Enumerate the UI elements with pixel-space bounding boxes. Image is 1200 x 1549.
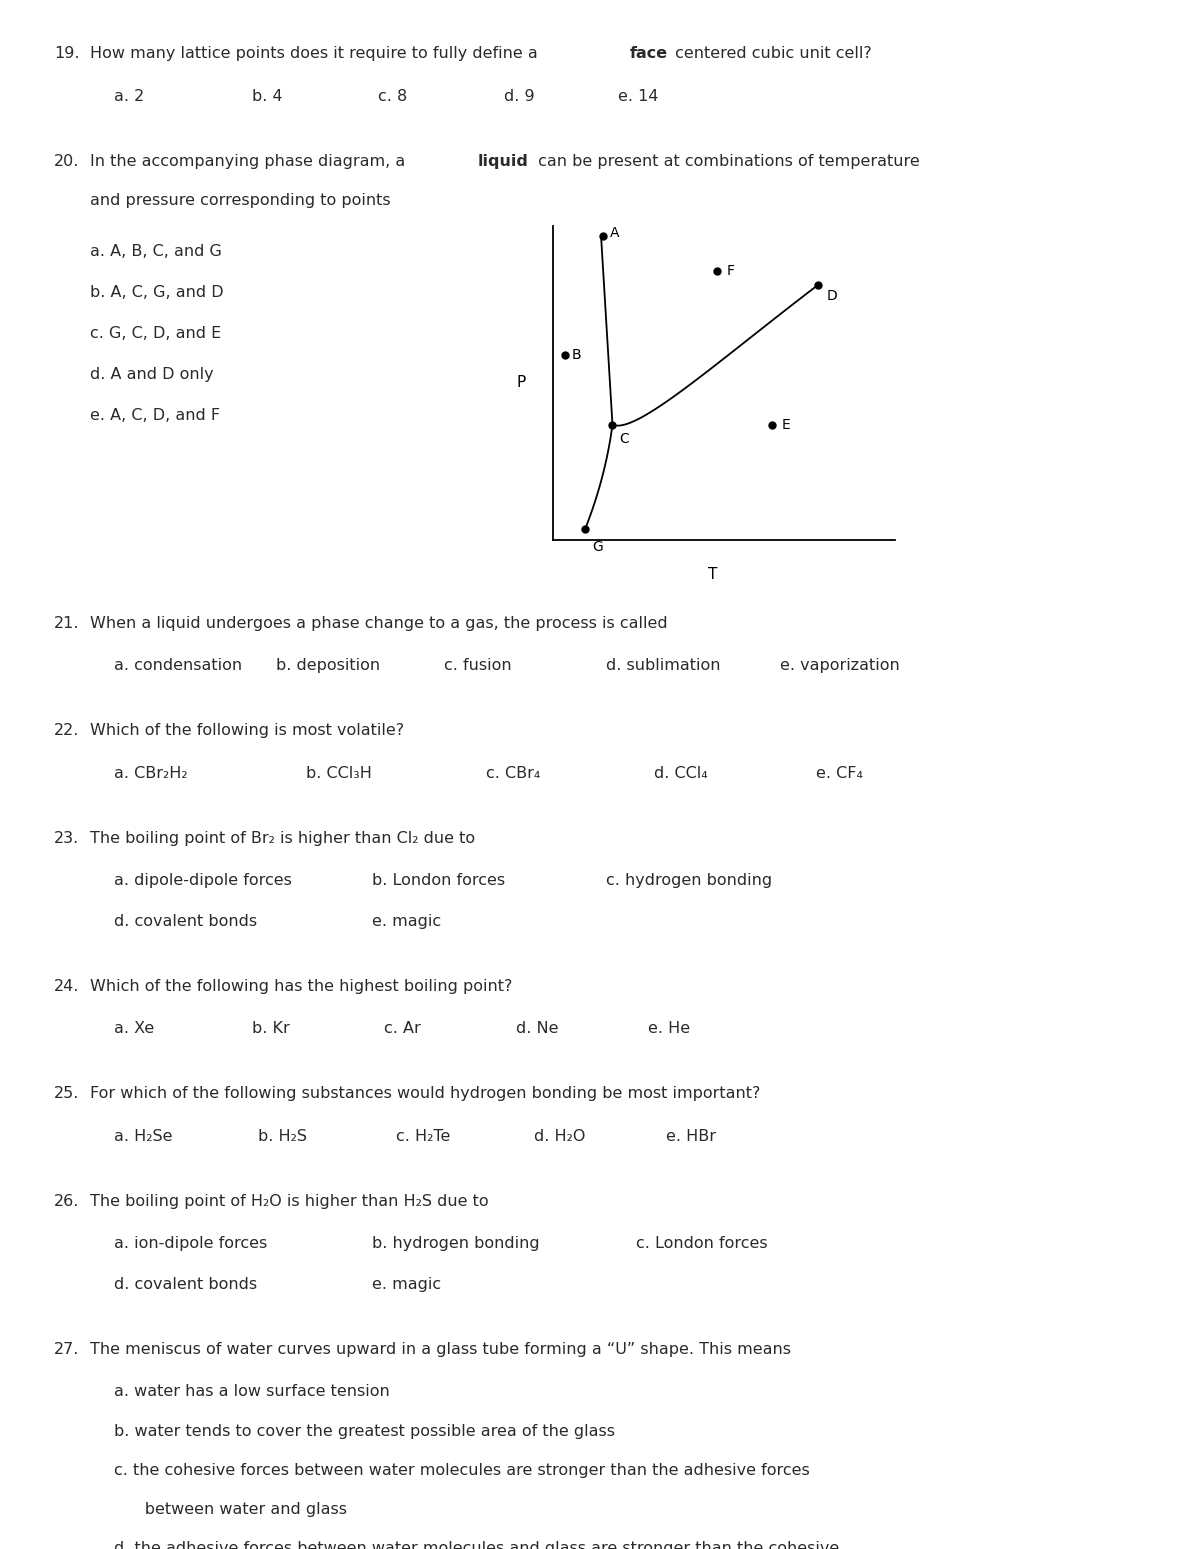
Text: a. dipole-dipole forces: a. dipole-dipole forces bbox=[114, 874, 292, 888]
Text: b. hydrogen bonding: b. hydrogen bonding bbox=[372, 1236, 540, 1252]
Text: a. 2: a. 2 bbox=[114, 88, 144, 104]
Text: d. Ne: d. Ne bbox=[516, 1021, 558, 1036]
Text: a. condensation: a. condensation bbox=[114, 658, 242, 674]
Text: A: A bbox=[611, 226, 619, 240]
Text: 26.: 26. bbox=[54, 1193, 79, 1208]
Text: 22.: 22. bbox=[54, 723, 79, 739]
Text: c. the cohesive forces between water molecules are stronger than the adhesive fo: c. the cohesive forces between water mol… bbox=[114, 1462, 810, 1478]
Text: 27.: 27. bbox=[54, 1341, 79, 1357]
Text: P: P bbox=[517, 375, 526, 390]
Text: How many lattice points does it require to fully define a: How many lattice points does it require … bbox=[90, 46, 542, 62]
Text: d. A and D only: d. A and D only bbox=[90, 367, 214, 381]
Text: e. 14: e. 14 bbox=[618, 88, 659, 104]
Text: c. fusion: c. fusion bbox=[444, 658, 511, 674]
Text: Which of the following has the highest boiling point?: Which of the following has the highest b… bbox=[90, 979, 512, 994]
Text: 20.: 20. bbox=[54, 153, 79, 169]
Text: d. covalent bonds: d. covalent bonds bbox=[114, 914, 257, 929]
Text: can be present at combinations of temperature: can be present at combinations of temper… bbox=[533, 153, 919, 169]
Text: c. H₂Te: c. H₂Te bbox=[396, 1129, 450, 1143]
Text: b. London forces: b. London forces bbox=[372, 874, 505, 888]
Text: In the accompanying phase diagram, a: In the accompanying phase diagram, a bbox=[90, 153, 410, 169]
Text: B: B bbox=[571, 349, 581, 362]
Text: 21.: 21. bbox=[54, 617, 79, 630]
Text: d. the adhesive forces between water molecules and glass are stronger than the c: d. the adhesive forces between water mol… bbox=[114, 1541, 839, 1549]
Text: liquid: liquid bbox=[478, 153, 528, 169]
Text: d. 9: d. 9 bbox=[504, 88, 535, 104]
Text: c. Ar: c. Ar bbox=[384, 1021, 421, 1036]
Text: D: D bbox=[827, 288, 838, 302]
Text: e. He: e. He bbox=[648, 1021, 690, 1036]
Text: a. Xe: a. Xe bbox=[114, 1021, 155, 1036]
Text: b. water tends to cover the greatest possible area of the glass: b. water tends to cover the greatest pos… bbox=[114, 1424, 616, 1439]
Text: F: F bbox=[726, 265, 734, 279]
Text: E: E bbox=[781, 418, 790, 432]
Text: a. CBr₂H₂: a. CBr₂H₂ bbox=[114, 765, 187, 781]
Text: e. magic: e. magic bbox=[372, 1276, 442, 1292]
Text: e. HBr: e. HBr bbox=[666, 1129, 716, 1143]
Text: e. A, C, D, and F: e. A, C, D, and F bbox=[90, 407, 220, 423]
Text: c. G, C, D, and E: c. G, C, D, and E bbox=[90, 325, 221, 341]
Text: G: G bbox=[592, 539, 602, 553]
Text: 24.: 24. bbox=[54, 979, 79, 994]
Text: b. deposition: b. deposition bbox=[276, 658, 380, 674]
Text: The boiling point of Br₂ is higher than Cl₂ due to: The boiling point of Br₂ is higher than … bbox=[90, 830, 475, 846]
Text: T: T bbox=[708, 567, 718, 582]
Text: a. water has a low surface tension: a. water has a low surface tension bbox=[114, 1385, 390, 1399]
Text: When a liquid undergoes a phase change to a gas, the process is called: When a liquid undergoes a phase change t… bbox=[90, 617, 667, 630]
Text: a. H₂Se: a. H₂Se bbox=[114, 1129, 173, 1143]
Text: between water and glass: between water and glass bbox=[114, 1503, 347, 1516]
Text: b. A, C, G, and D: b. A, C, G, and D bbox=[90, 285, 223, 301]
Text: centered cubic unit cell?: centered cubic unit cell? bbox=[670, 46, 871, 62]
Text: d. covalent bonds: d. covalent bonds bbox=[114, 1276, 257, 1292]
Text: face: face bbox=[629, 46, 667, 62]
Text: For which of the following substances would hydrogen bonding be most important?: For which of the following substances wo… bbox=[90, 1086, 761, 1101]
Text: and pressure corresponding to points: and pressure corresponding to points bbox=[90, 194, 391, 208]
Text: 25.: 25. bbox=[54, 1086, 79, 1101]
Text: a. A, B, C, and G: a. A, B, C, and G bbox=[90, 245, 222, 259]
Text: c. 8: c. 8 bbox=[378, 88, 407, 104]
Text: c. London forces: c. London forces bbox=[636, 1236, 768, 1252]
Text: e. vaporization: e. vaporization bbox=[780, 658, 900, 674]
Text: d. CCl₄: d. CCl₄ bbox=[654, 765, 708, 781]
Text: C: C bbox=[619, 432, 629, 446]
Text: c. hydrogen bonding: c. hydrogen bonding bbox=[606, 874, 772, 888]
Text: 23.: 23. bbox=[54, 830, 79, 846]
Text: e. magic: e. magic bbox=[372, 914, 442, 929]
Text: b. CCl₃H: b. CCl₃H bbox=[306, 765, 372, 781]
Text: b. 4: b. 4 bbox=[252, 88, 283, 104]
Text: d. sublimation: d. sublimation bbox=[606, 658, 720, 674]
Text: b. H₂S: b. H₂S bbox=[258, 1129, 307, 1143]
Text: b. Kr: b. Kr bbox=[252, 1021, 289, 1036]
Text: c. CBr₄: c. CBr₄ bbox=[486, 765, 540, 781]
Text: The boiling point of H₂O is higher than H₂S due to: The boiling point of H₂O is higher than … bbox=[90, 1193, 488, 1208]
Text: e. CF₄: e. CF₄ bbox=[816, 765, 863, 781]
Text: 19.: 19. bbox=[54, 46, 79, 62]
Text: d. H₂O: d. H₂O bbox=[534, 1129, 586, 1143]
Text: a. ion-dipole forces: a. ion-dipole forces bbox=[114, 1236, 268, 1252]
Text: The meniscus of water curves upward in a glass tube forming a “U” shape. This me: The meniscus of water curves upward in a… bbox=[90, 1341, 791, 1357]
Text: Which of the following is most volatile?: Which of the following is most volatile? bbox=[90, 723, 404, 739]
